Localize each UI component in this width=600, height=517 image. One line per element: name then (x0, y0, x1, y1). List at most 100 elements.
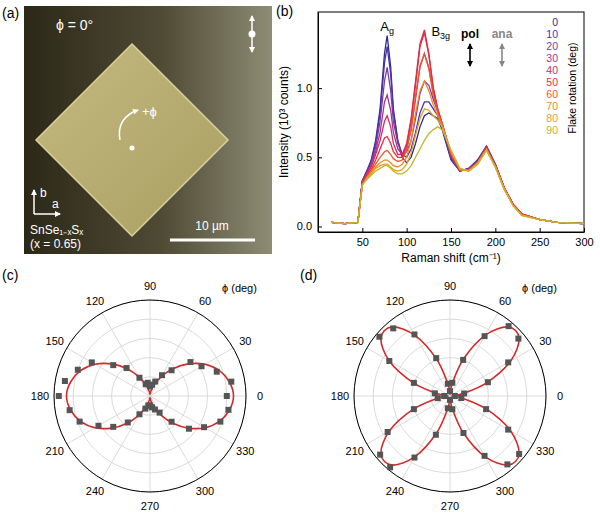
data-point (201, 424, 207, 430)
peak-label-subscript: g (389, 26, 394, 36)
data-point (483, 406, 489, 412)
data-point (77, 419, 83, 425)
tick-mark (451, 228, 452, 232)
plot-area (56, 359, 235, 432)
x-axis: 50100150200250300 (319, 228, 594, 248)
formula-label: SnSe₁₋ₓSₓ (30, 223, 83, 237)
axis-b-label: b (40, 186, 47, 200)
tick-label: 0 (557, 390, 563, 402)
spectrum-line (331, 54, 584, 224)
tick-label: 1.0 (297, 82, 312, 94)
tick-label: 100 (398, 236, 416, 248)
data-point (411, 380, 417, 386)
data-point (89, 359, 95, 365)
figure-svg: (a)ϕ = 0°+ϕbaSnSe₁₋ₓSₓ(x = 0.65)10 µm501… (0, 0, 600, 517)
tick-label: 150 (46, 335, 64, 347)
axis-a-label: a (52, 197, 59, 211)
legend: 0102030405060708090Flake rotation (deg) (546, 16, 578, 136)
axis-title: ϕ (deg) (522, 282, 557, 294)
data-point (214, 369, 220, 375)
legend-entry: 10 (546, 28, 558, 40)
spectrum-line (331, 36, 584, 224)
tick-label: 240 (386, 485, 404, 497)
tick-label: 150 (346, 335, 364, 347)
plot-frame (318, 12, 584, 232)
tick-label: 30 (239, 335, 251, 347)
axis-line (54, 300, 246, 492)
angular-grid (67, 348, 150, 396)
tick-label: 0 (257, 390, 263, 402)
plot-area (331, 30, 584, 224)
tick-label: 270 (441, 500, 459, 512)
data-point (159, 372, 165, 378)
data-point (377, 452, 383, 458)
tick-label: 180 (31, 390, 49, 402)
polarization-dot (249, 31, 256, 38)
angular-grid (150, 396, 246, 397)
data-point (224, 393, 230, 399)
tick-label: 300 (575, 236, 593, 248)
data-point (199, 363, 205, 369)
tick-mark (540, 228, 541, 232)
spectrum-line (331, 30, 584, 224)
fit-curve (66, 363, 233, 428)
legend-entry: 90 (546, 124, 558, 136)
panel-label: (c) (2, 267, 18, 283)
radial-grid (54, 300, 246, 492)
data-point (217, 419, 223, 425)
spectrum-line (331, 54, 584, 224)
tick-label: 120 (386, 295, 404, 307)
data-point (505, 427, 511, 433)
tick-mark (407, 228, 408, 232)
data-point (482, 333, 488, 339)
data-point (95, 423, 101, 429)
data-point (458, 395, 464, 401)
tick-label: 210 (46, 445, 64, 457)
panel-a: (a) ϕ = 0° +ϕ ba SnSe₁₋ₓSₓ(x = 0.65) 10 µm (2, 5, 272, 254)
data-point (506, 323, 512, 329)
polarizer-label: ana (492, 27, 513, 41)
angular-grid (367, 348, 450, 396)
composition-label: (x = 0.65) (30, 237, 81, 251)
legend-entry: 40 (546, 64, 558, 76)
data-point (228, 379, 234, 385)
data-point (386, 358, 392, 364)
tick-mark (495, 228, 496, 232)
angle-label: ϕ = 0° (56, 17, 93, 33)
tick-mark (318, 157, 322, 158)
data-point (485, 379, 491, 385)
data-point (186, 426, 192, 432)
panel-label: (b) (276, 3, 293, 19)
rotation-label: +ϕ (142, 104, 157, 119)
tick-label: 330 (536, 445, 554, 457)
panel-b: 501001502002503000.00.51.0Raman shift (c… (276, 3, 594, 265)
angular-grid (402, 313, 450, 396)
tick-label: 270 (141, 500, 159, 512)
legend-entry: 0 (552, 16, 558, 28)
data-point (445, 381, 451, 387)
legend-title: Flake rotation (deg) (566, 42, 578, 133)
polarizer-label: pol (461, 27, 479, 41)
data-point (447, 397, 453, 403)
data-point (56, 393, 62, 399)
x-axis-title: Raman shift (cm⁻¹) (401, 251, 500, 265)
tick-label: 150 (442, 236, 460, 248)
angular-grid (450, 396, 533, 444)
spectrum-line (331, 67, 584, 223)
tick-label: 0.0 (297, 220, 312, 232)
tick-label: 330 (236, 445, 254, 457)
angular-grid (150, 396, 198, 479)
data-point (433, 432, 439, 438)
axis-a-arrow (34, 213, 60, 215)
panel-label: (a) (2, 5, 19, 21)
tick: 100 (398, 228, 416, 248)
tick: 150 (442, 228, 460, 248)
tick-mark (362, 228, 363, 232)
angular-grid (450, 313, 498, 396)
axis-line (354, 300, 546, 492)
tick-mark (318, 88, 322, 89)
tick-label: 180 (331, 390, 349, 402)
tick-label: 200 (487, 236, 505, 248)
scale-bar-label: 10 µm (195, 219, 229, 233)
angular-grid (150, 396, 151, 492)
